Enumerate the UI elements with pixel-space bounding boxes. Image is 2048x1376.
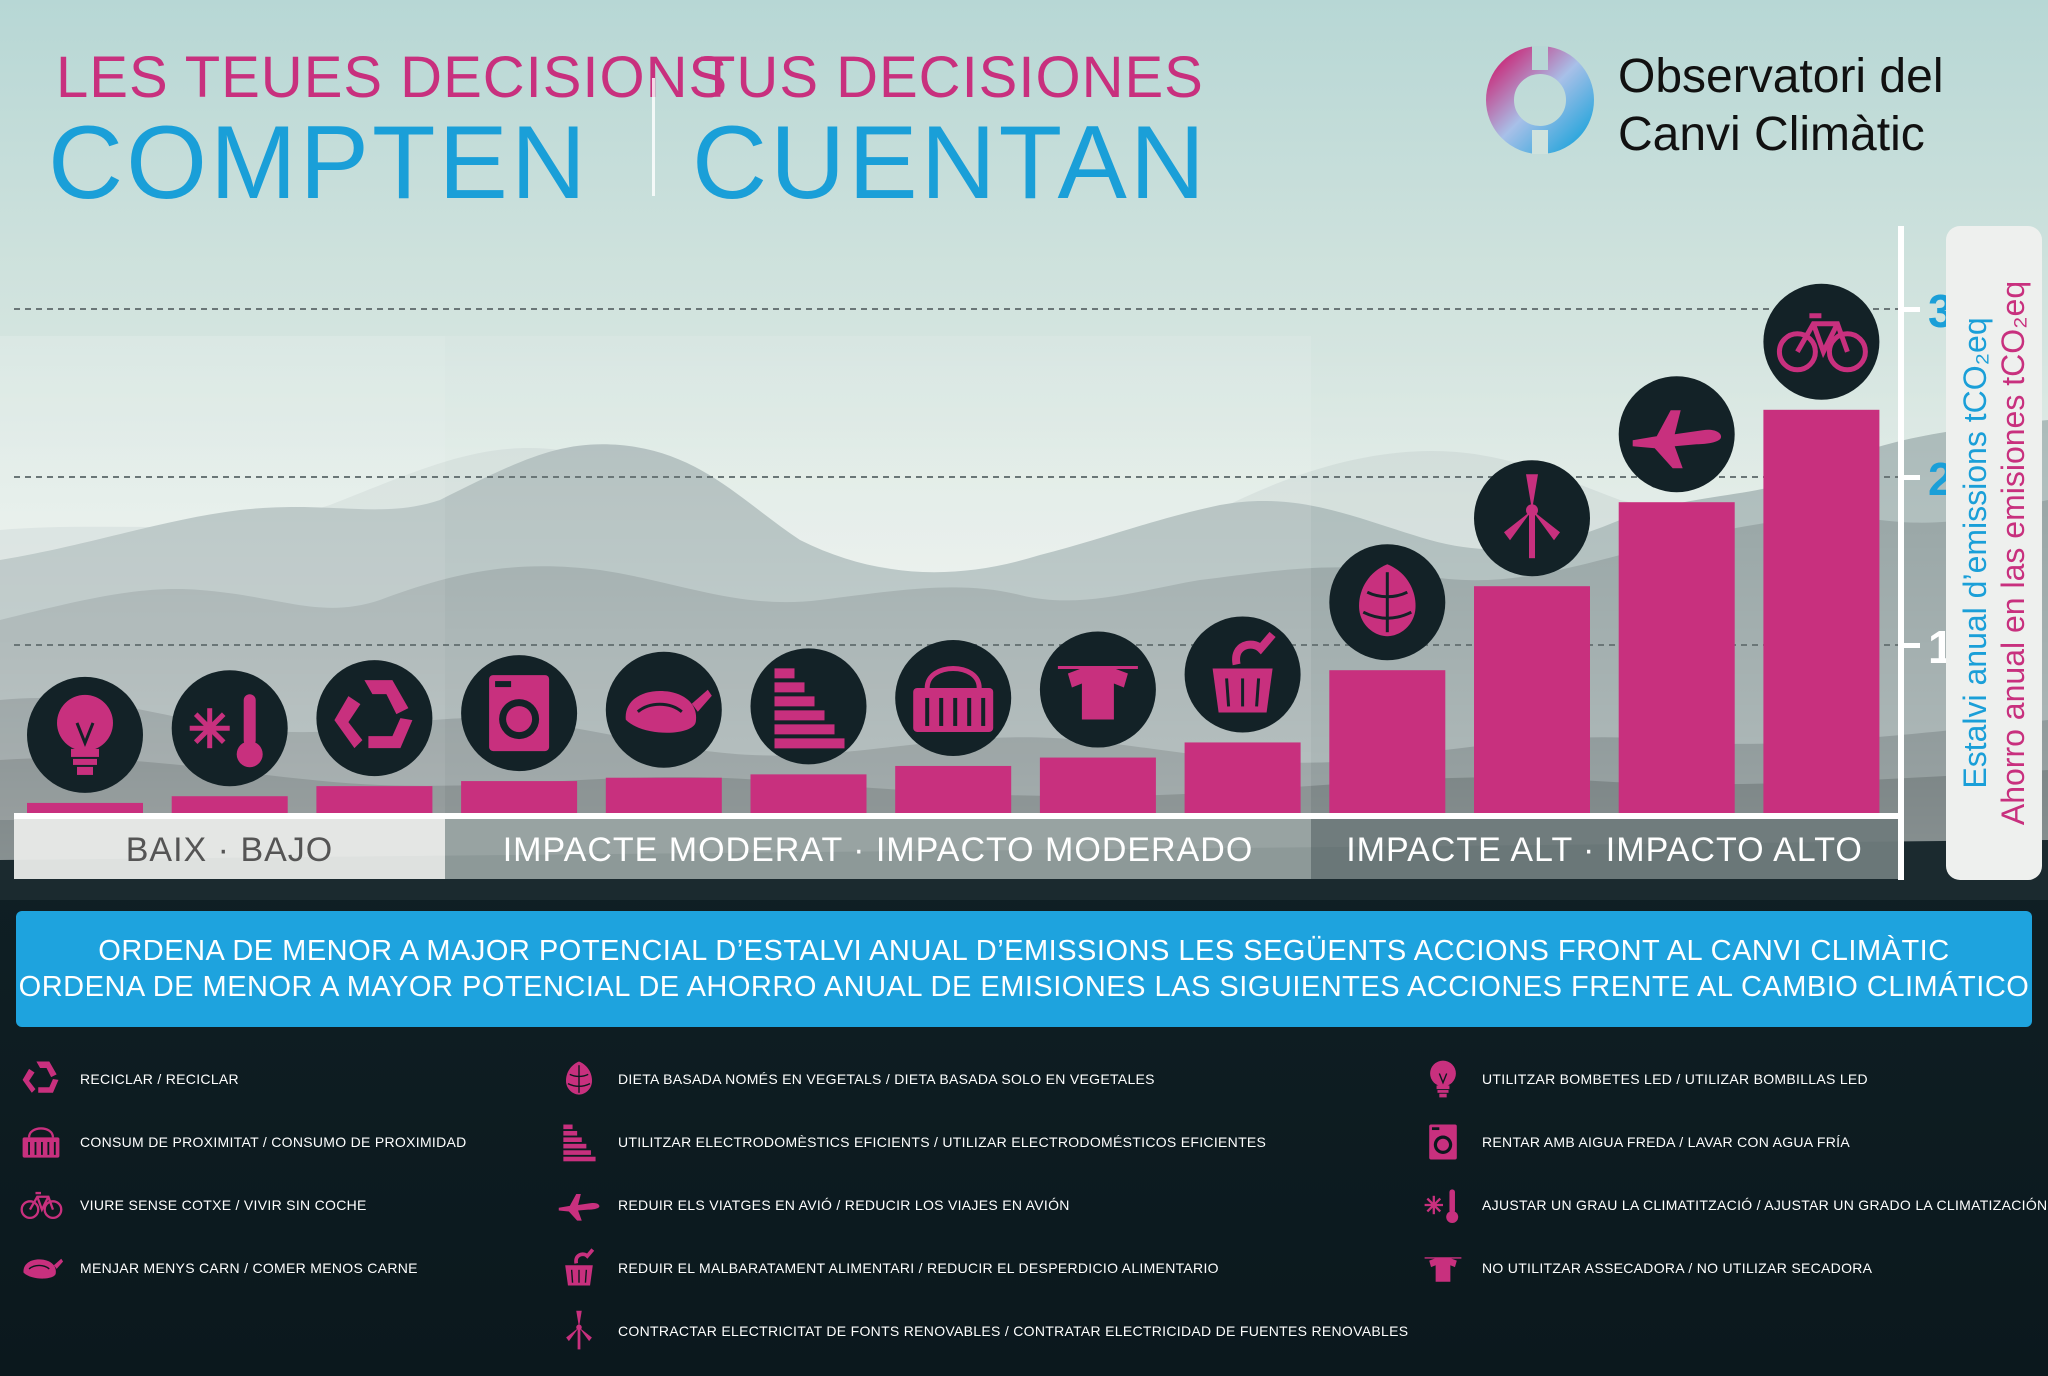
vegetarian-diet-icon — [1329, 544, 1446, 661]
bar-fewer-flights — [1618, 502, 1735, 813]
thermostat-icon — [171, 670, 288, 787]
recycle-icon — [22, 1061, 59, 1093]
legend-label: NO UTILITZAR ASSECADORA / NO UTILIZAR SE… — [1482, 1260, 1873, 1276]
bar-food-waste — [1184, 742, 1301, 813]
bar-led-bulb — [27, 802, 143, 813]
y-axis-title-box — [1946, 226, 2042, 880]
legend-label: CONTRACTAR ELECTRICITAT DE FONTS RENOVAB… — [618, 1323, 1409, 1339]
header-divider — [652, 78, 655, 196]
legend-item: VIURE SENSE COTXE / VIVIR SIN COCHE — [18, 1182, 367, 1228]
legend-label: RECICLAR / RECICLAR — [80, 1071, 239, 1087]
band-moderate-bg — [445, 819, 1311, 879]
band-low-bg — [14, 819, 445, 879]
bar-washing-machine — [461, 781, 578, 813]
chart-baseline — [14, 813, 1902, 819]
wind-turbine-icon — [566, 1310, 592, 1350]
legend-item: REDUIR ELS VIATGES EN AVIÓ / REDUCIR LOS… — [556, 1182, 1070, 1228]
banner-line1: ORDENA DE MENOR A MAJOR POTENCIAL D’ESTA… — [98, 935, 1950, 967]
legend-label: AJUSTAR UN GRAU LA CLIMATITZACIÓ / AJUST… — [1482, 1197, 2048, 1213]
y-axis-title: Estalvi anual d’emissions tCO₂eq Ahorro … — [1956, 281, 2032, 825]
logo-line2: Canvi Climàtic — [1618, 108, 1925, 161]
bar-icons — [27, 283, 1880, 793]
food-bin-icon — [565, 1248, 595, 1286]
led-bulb-icon — [27, 676, 143, 793]
legend-label: RENTAR AMB AIGUA FREDA / LAVAR CON AGUA … — [1482, 1134, 1850, 1150]
bicycle-icon — [20, 1191, 63, 1220]
legend-label: CONSUM DE PROXIMITAT / CONSUMO DE PROXIM… — [80, 1134, 467, 1150]
legend-item: RENTAR AMB AIGUA FREDA / LAVAR CON AGUA … — [1420, 1119, 1850, 1165]
observatori-logo-icon — [1486, 46, 1594, 154]
no-dryer-icon — [1039, 631, 1156, 748]
legend-item: AJUSTAR UN GRAU LA CLIMATITZACIÓ / AJUST… — [1420, 1182, 2047, 1228]
energy-label-icon — [563, 1124, 596, 1162]
basket-icon — [22, 1127, 60, 1158]
y-axis-line — [1898, 226, 1904, 880]
y-axis-title-ca: Estalvi anual d’emissions tCO₂eq — [1957, 317, 1993, 789]
tshirt-icon — [1424, 1257, 1462, 1282]
recycle-icon — [316, 660, 433, 777]
artichoke-icon — [566, 1061, 592, 1095]
band-moderate-label: IMPACTE MODERAT · IMPACTO MODERADO — [502, 830, 1254, 869]
bar-no-dryer — [1039, 757, 1156, 813]
legend-label: UTILITZAR BOMBETES LED / UTILIZAR BOMBIL… — [1482, 1071, 1868, 1087]
renewable-electricity-icon — [1474, 460, 1590, 577]
bar-no-car — [1763, 409, 1880, 813]
legend-item: DIETA BASADA NOMÉS EN VEGETALS / DIETA B… — [556, 1056, 1155, 1102]
bar-local-shopping — [895, 765, 1012, 813]
no-car-icon — [1763, 283, 1880, 400]
band-high-label: IMPACTE ALT · IMPACTO ALTO — [1346, 830, 1863, 869]
legend-item: CONTRACTAR ELECTRICITAT DE FONTS RENOVAB… — [556, 1308, 1408, 1354]
logo-text: Observatori del Canvi Climàtic — [1618, 48, 1943, 164]
local-shopping-icon — [895, 639, 1012, 756]
fewer-flights-icon — [1618, 376, 1735, 493]
title-es-line1: TUS DECISIONES — [700, 45, 1204, 110]
less-meat-icon — [605, 651, 722, 768]
legend-label: MENJAR MENYS CARN / COMER MENOS CARNE — [80, 1260, 418, 1276]
legend-item: REDUIR EL MALBARATAMENT ALIMENTARI / RED… — [556, 1245, 1219, 1291]
legend-label: REDUIR EL MALBARATAMENT ALIMENTARI / RED… — [618, 1260, 1219, 1276]
tick-mark-2 — [1898, 475, 1920, 480]
bar-vegetarian-diet — [1329, 670, 1446, 813]
led-bulb-icon — [1430, 1060, 1456, 1098]
airplane-icon — [558, 1193, 600, 1221]
energy-efficiency-icon — [750, 648, 867, 765]
logo-line1: Observatori del — [1618, 50, 1944, 103]
snowflake-thermometer-icon — [1424, 1189, 1459, 1223]
bars — [27, 409, 1880, 813]
legend-label: REDUIR ELS VIATGES EN AVIÓ / REDUCIR LOS… — [618, 1197, 1070, 1213]
title-ca-line1: LES TEUES DECISIONS — [56, 45, 729, 110]
banner-line2: ORDENA DE MENOR A MAYOR POTENCIAL DE AHO… — [18, 971, 2030, 1003]
gridlines — [14, 308, 1898, 646]
legend-item: UTILITZAR ELECTRODOMÈSTICS EFICIENTS / U… — [556, 1119, 1266, 1165]
tick-mark-1 — [1898, 643, 1920, 648]
legend-item: UTILITZAR BOMBETES LED / UTILIZAR BOMBIL… — [1420, 1056, 1868, 1102]
title-es-line2: CUENTAN — [692, 105, 1208, 221]
band-high-bg — [1311, 819, 1898, 879]
washing-machine-icon — [461, 655, 578, 772]
legend-item: NO UTILITZAR ASSECADORA / NO UTILIZAR SE… — [1420, 1245, 1872, 1291]
legend-item: RECICLAR / RECICLAR — [18, 1056, 239, 1102]
band-low-label: BAIX · BAJO — [125, 830, 334, 869]
legend-label: UTILITZAR ELECTRODOMÈSTICS EFICIENTS / U… — [618, 1134, 1267, 1150]
legend-item: MENJAR MENYS CARN / COMER MENOS CARNE — [18, 1245, 418, 1291]
y-axis-title-es: Ahorro anual en las emisiones tCO₂eq — [1995, 280, 2031, 826]
bar-less-meat — [605, 777, 722, 813]
legend-label: DIETA BASADA NOMÉS EN VEGETALS / DIETA B… — [618, 1071, 1155, 1087]
legend-label: VIURE SENSE COTXE / VIVIR SIN COCHE — [80, 1197, 367, 1213]
tick-mark-3 — [1898, 307, 1920, 312]
food-waste-icon — [1184, 616, 1301, 733]
washing-machine-icon — [1429, 1124, 1457, 1160]
title-ca-line2: COMPTEN — [48, 105, 589, 221]
instruction-banner: ORDENA DE MENOR A MAJOR POTENCIAL D’ESTA… — [16, 911, 2032, 1027]
roast-chicken-icon — [23, 1258, 64, 1279]
bar-renewable-electricity — [1474, 586, 1590, 813]
legend-item: CONSUM DE PROXIMITAT / CONSUMO DE PROXIM… — [18, 1119, 467, 1165]
bar-energy-efficiency — [750, 774, 867, 813]
bar-recycle — [316, 786, 433, 813]
bar-thermostat — [171, 796, 288, 813]
